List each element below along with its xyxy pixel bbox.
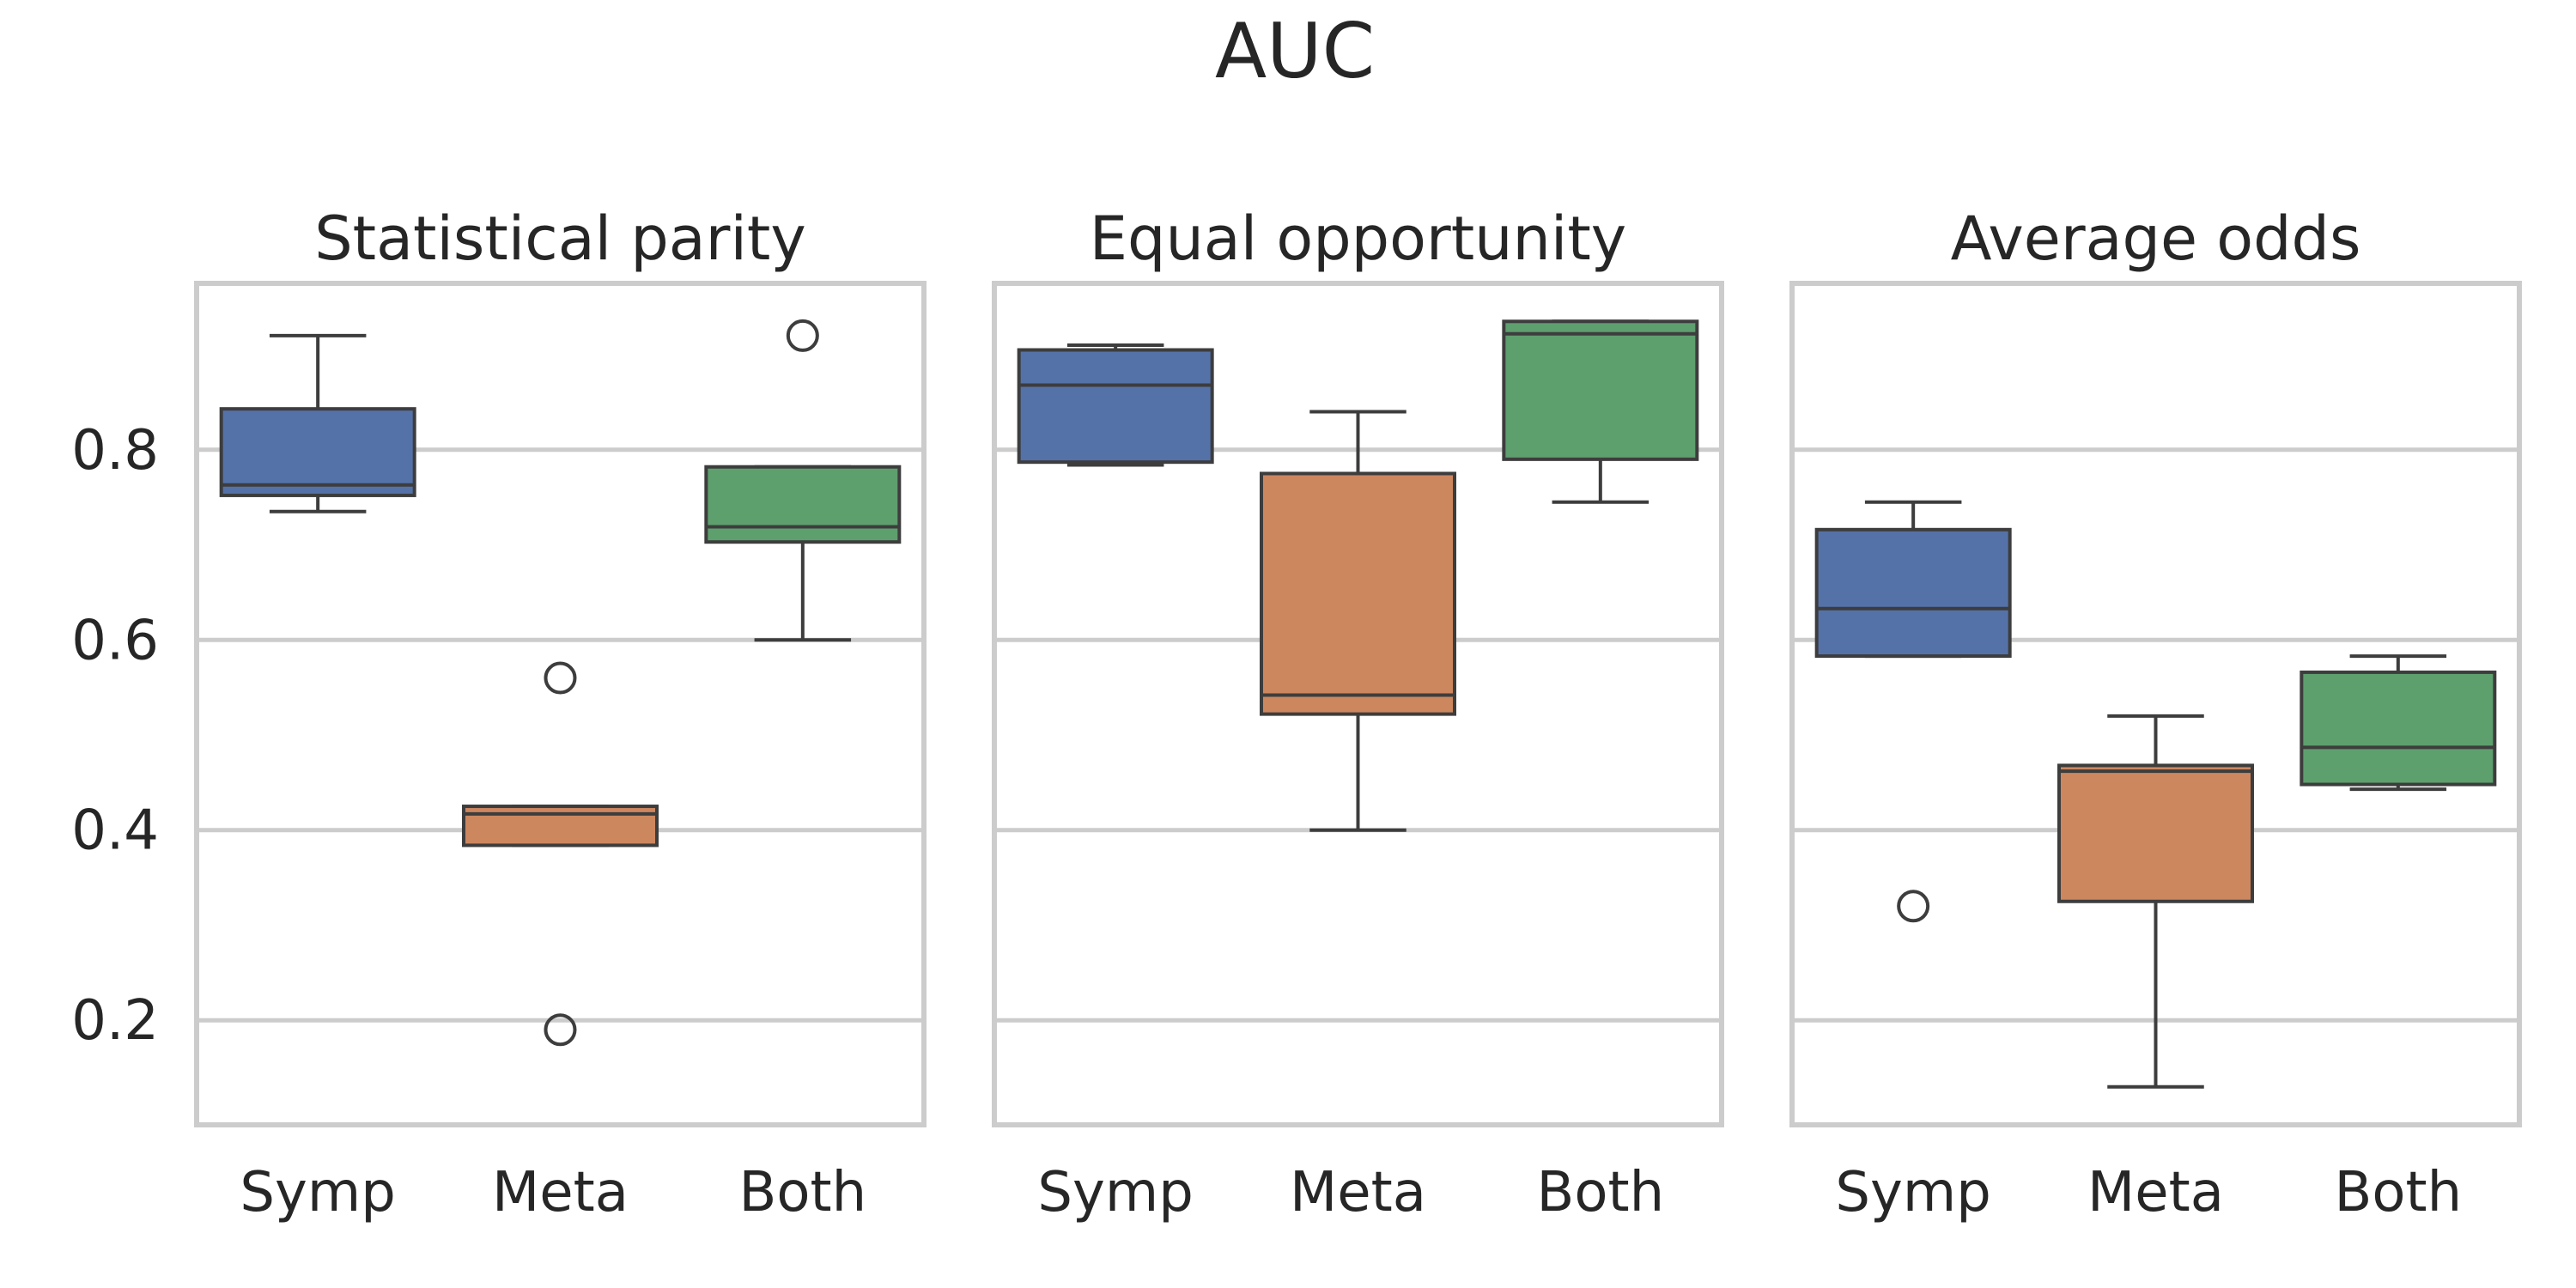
box-meta <box>462 805 659 848</box>
outlier-point <box>544 1013 577 1047</box>
x-tick-label: Both <box>1536 1161 1664 1224</box>
x-tick-label: Meta <box>492 1161 629 1224</box>
outlier-point <box>1897 890 1930 923</box>
panel-title: Statistical parity <box>314 204 806 274</box>
outlier-point <box>544 661 577 695</box>
y-tick-label: 0.2 <box>71 989 159 1053</box>
box-meta <box>2057 763 2254 903</box>
x-tick-label: Symp <box>240 1161 395 1224</box>
x-tick-label: Both <box>2334 1161 2462 1224</box>
box-both <box>704 465 902 544</box>
panel-frame <box>194 281 927 1127</box>
outlier-point <box>786 319 819 352</box>
y-tick-label: 0.6 <box>71 609 159 672</box>
panel-title: Equal opportunity <box>1090 204 1626 274</box>
chart-title: AUC <box>1215 7 1375 95</box>
x-tick-label: Symp <box>1835 1161 1990 1224</box>
y-tick-label: 0.8 <box>71 419 159 483</box>
box-both <box>2300 670 2497 787</box>
x-tick-label: Symp <box>1037 1161 1193 1224</box>
x-tick-label: Both <box>738 1161 866 1224</box>
panel-frame <box>1789 281 2522 1127</box>
box-symp <box>219 407 416 497</box>
box-symp <box>1017 348 1214 465</box>
panel-title: Average odds <box>1951 204 2361 274</box>
panel-frame <box>992 281 1724 1127</box>
box-symp <box>1814 527 2012 659</box>
x-tick-label: Meta <box>2087 1161 2224 1224</box>
box-meta <box>1260 471 1456 716</box>
box-both <box>1502 319 1699 461</box>
y-tick-label: 0.4 <box>71 799 159 863</box>
x-tick-label: Meta <box>1290 1161 1426 1224</box>
